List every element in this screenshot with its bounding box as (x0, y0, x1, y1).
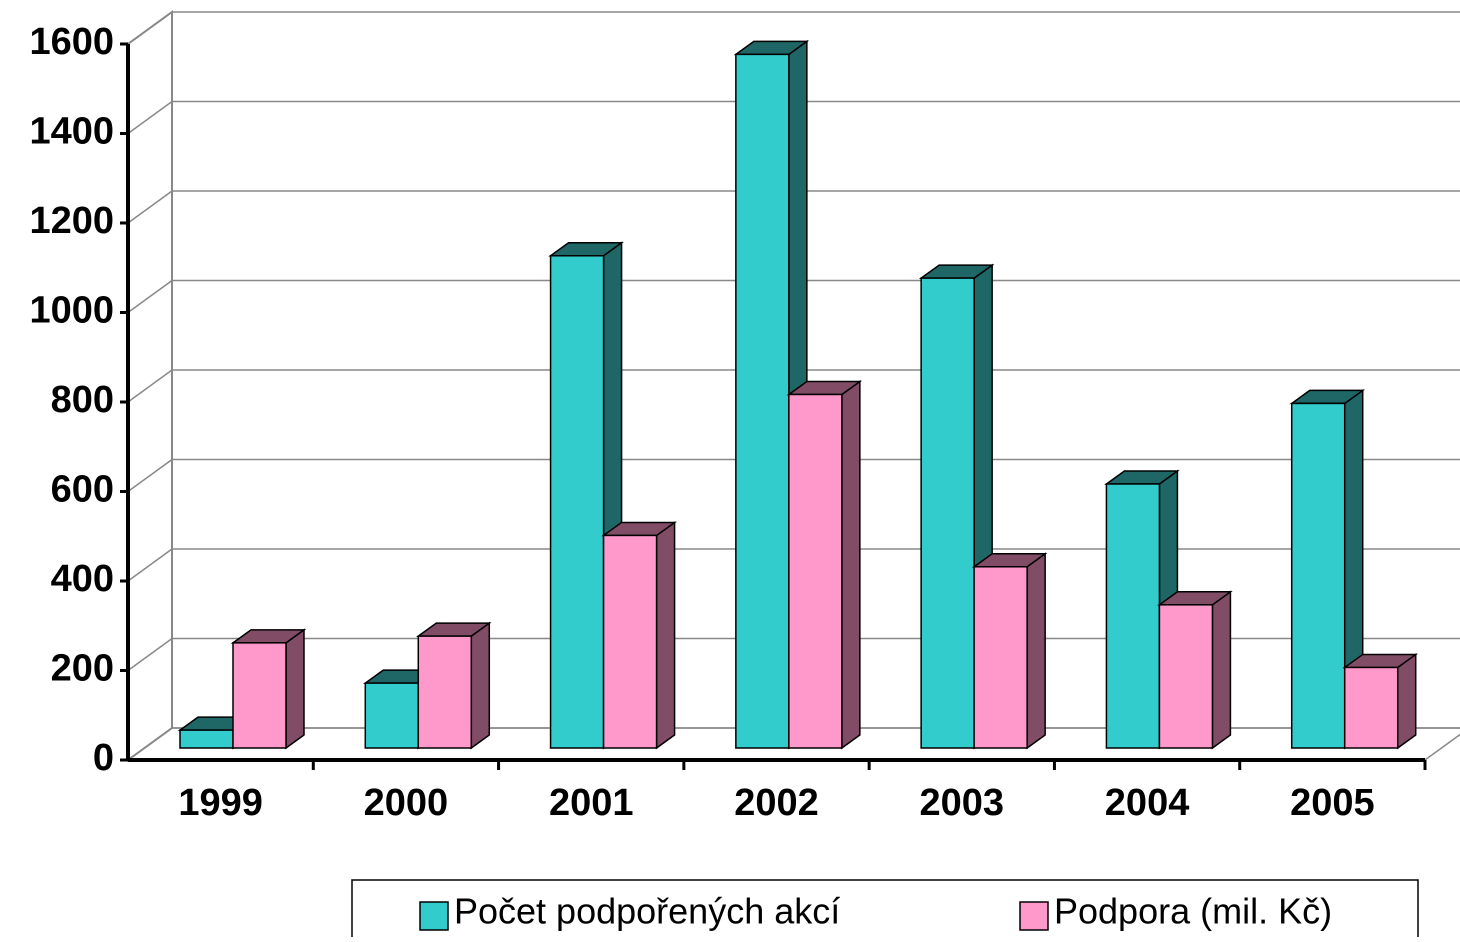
bar-front (364, 682, 420, 749)
y-tick-label: 1000 (29, 290, 114, 332)
x-tick-label: 2003 (920, 782, 1005, 824)
bar-side (1026, 552, 1046, 750)
y-tick-label: 800 (51, 379, 114, 421)
grid-line (127, 369, 1460, 403)
bar-front (973, 566, 1028, 749)
grid-line (127, 190, 1460, 224)
y-tick-label: 1400 (29, 111, 114, 153)
bar (786, 380, 863, 750)
legend-label: Podpora (mil. Kč) (1054, 891, 1332, 932)
grid-line (127, 458, 1460, 493)
grid-line (127, 279, 1460, 314)
legend-swatch (419, 901, 449, 931)
bar-front (232, 642, 287, 749)
y-tick-label: 200 (51, 648, 114, 690)
bar-front (788, 393, 843, 749)
bar-front (735, 53, 790, 749)
bar-front (920, 277, 975, 749)
y-tick-label: 600 (51, 469, 114, 511)
bar-front (602, 534, 658, 749)
x-tick-label: 1999 (178, 782, 263, 824)
bar-front (549, 255, 605, 749)
y-tick-label: 1200 (29, 200, 114, 242)
bar (601, 520, 677, 750)
x-tick-label: 2000 (364, 782, 449, 824)
bar-side (1211, 590, 1232, 750)
bar-front (1158, 604, 1214, 749)
legend-label: Počet podpořených akcí (454, 891, 840, 932)
grid-line (127, 11, 1460, 45)
y-tick-label: 0 (93, 737, 114, 779)
bar-side (655, 520, 676, 750)
bar (1157, 590, 1233, 750)
grid-line (127, 100, 1460, 135)
grid-line (127, 548, 1460, 582)
bar-side (470, 621, 491, 750)
bar-front (1290, 402, 1346, 749)
bar (415, 621, 492, 750)
bar-side (841, 380, 861, 750)
x-tick-label: 2001 (549, 782, 634, 824)
legend-swatch (1019, 901, 1049, 931)
bar-front (179, 729, 234, 749)
x-tick-label: 2002 (734, 782, 819, 824)
x-tick-label: 2004 (1105, 782, 1190, 824)
bar-side (1396, 652, 1417, 750)
bar-side (285, 628, 305, 750)
bar-front (1105, 483, 1161, 749)
bar-front (417, 635, 473, 749)
legend (351, 879, 1419, 941)
bar (1342, 652, 1419, 750)
bar-front (1343, 666, 1399, 749)
y-tick-label: 1600 (29, 21, 114, 63)
y-tick-label: 400 (51, 558, 114, 600)
bar (971, 552, 1048, 750)
bar (230, 628, 307, 750)
bar (1289, 388, 1366, 750)
x-tick-label: 2005 (1290, 782, 1375, 824)
